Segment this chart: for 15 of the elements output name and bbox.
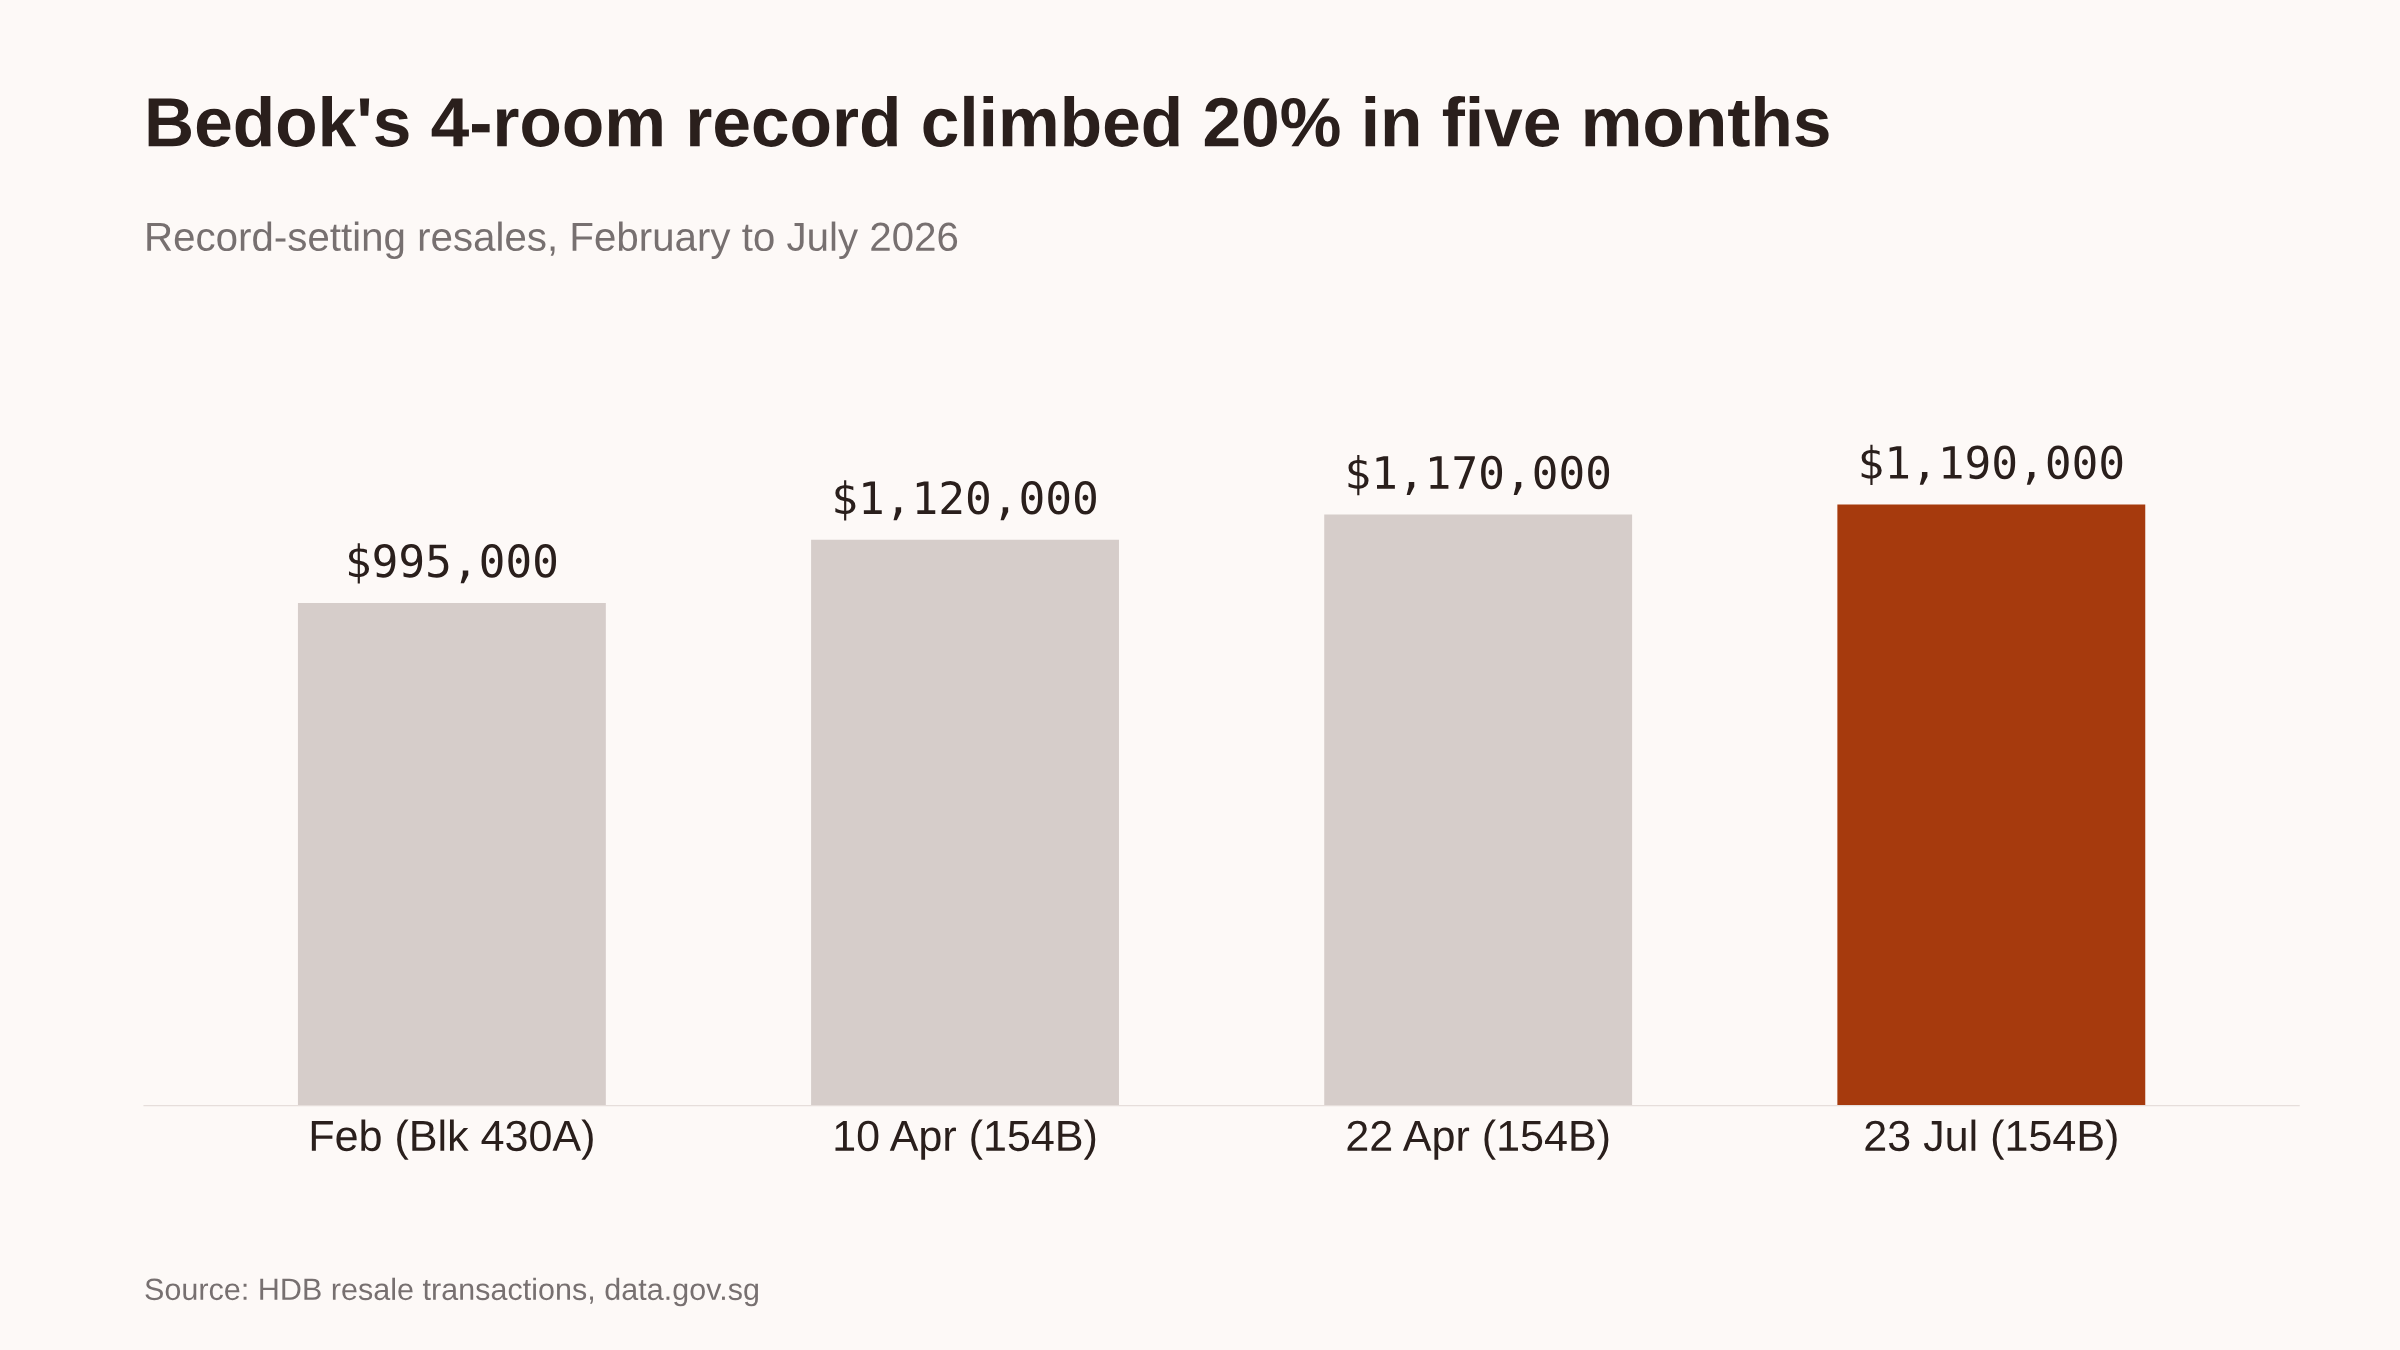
- x-tick-label: 23 Jul (154B): [1865, 1119, 2117, 1160]
- x-tick-label: 22 Apr (154B): [1347, 1119, 1609, 1160]
- data-label: $1,190,000: [1861, 444, 2123, 486]
- chart-subtitle: Record-setting resales, February to July 2026: [147, 221, 958, 260]
- chart-title: Bedok's 4-room record climbed 20% in five months: [148, 95, 1829, 147]
- bar: [1837, 504, 2146, 1106]
- data-label: $1,120,000: [835, 480, 1096, 521]
- x-tick-label: 10 Apr (154B): [835, 1119, 1096, 1160]
- x-tick-label: Feb (Blk 430A): [311, 1119, 593, 1160]
- source-note: Source: HDB resale transactions, data.gov.sg: [145, 1277, 758, 1307]
- bar: [811, 539, 1119, 1106]
- bar: [297, 602, 606, 1106]
- data-label: $1,170,000: [1348, 454, 1610, 496]
- data-label: $995,000: [348, 543, 557, 584]
- bar: [1324, 514, 1633, 1106]
